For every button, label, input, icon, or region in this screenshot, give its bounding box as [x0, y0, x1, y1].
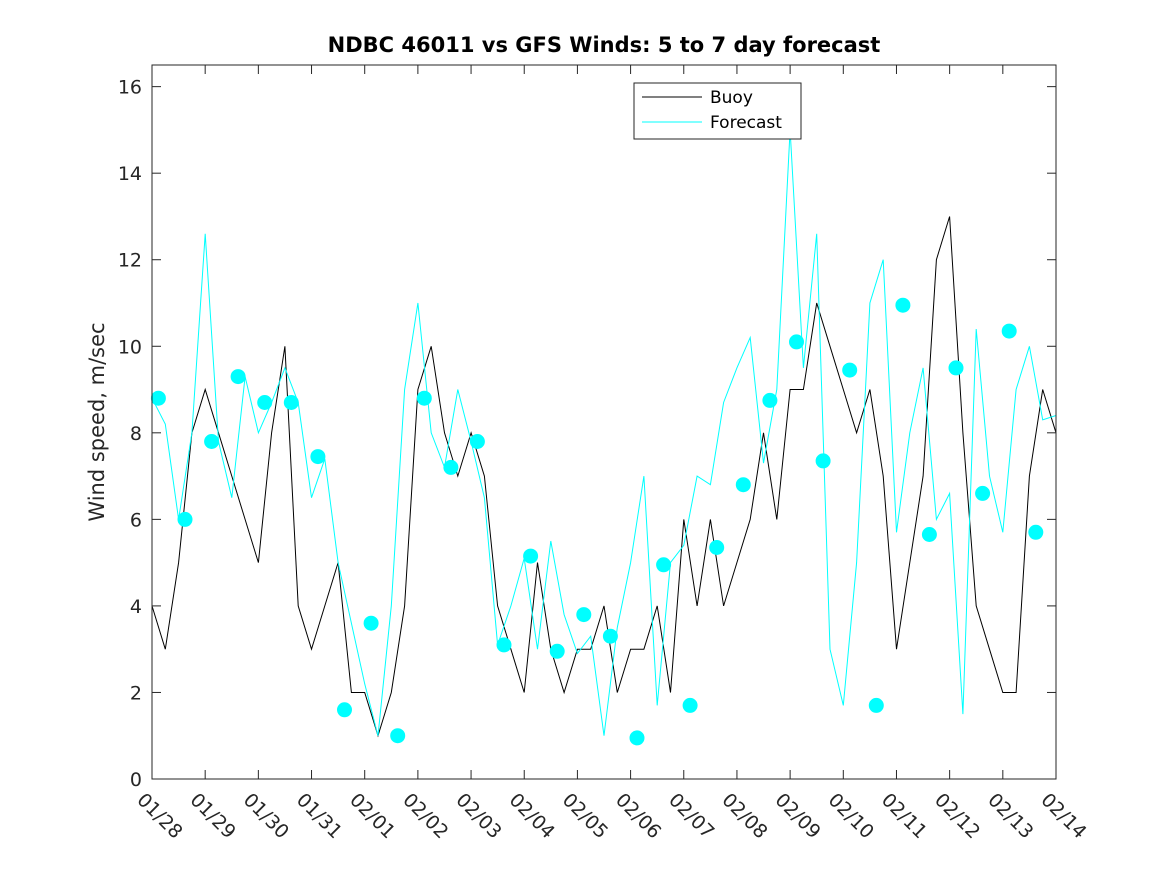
y-tick-label: 2: [130, 682, 142, 704]
forecast-marker: [815, 453, 831, 469]
forecast-marker: [868, 697, 884, 713]
forecast-marker: [390, 728, 406, 744]
forecast-marker: [310, 449, 326, 465]
forecast-marker: [257, 395, 273, 410]
axis-ticks: [151, 65, 1057, 780]
y-tick-label: 8: [130, 423, 142, 445]
forecast-marker: [1001, 323, 1017, 339]
forecast-marker: [948, 360, 964, 376]
forecast-marker: [895, 297, 911, 313]
legend-label-buoy: Buoy: [710, 88, 753, 108]
forecast-marker: [523, 548, 539, 564]
y-axis-label: Wind speed, m/sec: [85, 322, 109, 521]
plot-area-frame: [151, 64, 1057, 780]
chart-title: NDBC 46011 vs GFS Winds: 5 to 7 day fore…: [328, 33, 881, 57]
plot-series: [150, 129, 1057, 746]
y-tick-label: 14: [118, 163, 142, 185]
forecast-marker: [842, 362, 858, 378]
legend-box: [633, 82, 802, 140]
forecast-marker: [1028, 524, 1044, 540]
series-line-buoy: [151, 216, 1057, 738]
forecast-marker: [204, 434, 220, 449]
forecast-marker: [283, 395, 299, 410]
y-tick-label: 4: [130, 596, 142, 618]
y-tick-label: 16: [118, 77, 142, 99]
forecast-marker: [921, 527, 937, 542]
legend-label-forecast: Forecast: [710, 113, 782, 133]
forecast-marker: [789, 334, 804, 350]
forecast-marker: [443, 459, 459, 475]
y-tick-label: 12: [118, 250, 142, 272]
forecast-marker: [150, 390, 166, 406]
forecast-marker: [735, 477, 751, 493]
forecast-marker: [762, 392, 778, 408]
legend: Buoy Forecast: [633, 82, 802, 140]
forecast-marker: [416, 390, 432, 406]
y-tick-label: 10: [118, 336, 142, 358]
y-tick-label: 0: [130, 769, 142, 791]
forecast-marker: [469, 434, 485, 449]
forecast-marker: [363, 615, 379, 631]
forecast-marker: [682, 697, 698, 713]
y-tick-labels: 0 2 4 6 8 10 12 14 16: [118, 77, 142, 791]
forecast-marker: [975, 485, 991, 501]
forecast-marker: [576, 607, 592, 623]
forecast-marker: [177, 511, 193, 527]
series-line-forecast: [151, 129, 1057, 736]
forecast-marker: [230, 369, 246, 385]
forecast-marker: [709, 540, 725, 555]
forecast-marker: [496, 637, 512, 653]
forecast-marker: [629, 730, 645, 746]
forecast-marker: [602, 628, 618, 644]
y-tick-label: 6: [130, 509, 142, 531]
forecast-marker: [656, 557, 672, 573]
forecast-marker: [337, 702, 352, 718]
forecast-marker: [549, 643, 565, 659]
